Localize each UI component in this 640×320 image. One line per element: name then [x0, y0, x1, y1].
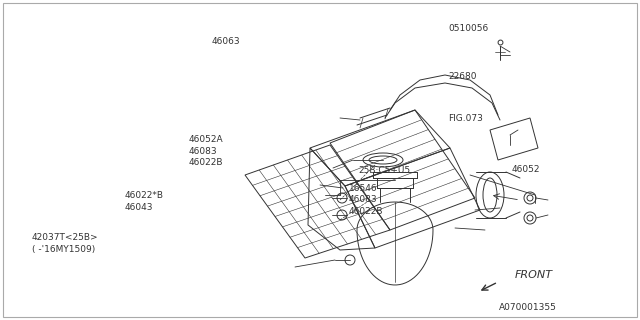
Text: 46063: 46063 [211, 37, 240, 46]
Text: 46022B: 46022B [189, 158, 223, 167]
Text: 46043: 46043 [125, 204, 154, 212]
Text: 16546: 16546 [349, 184, 378, 193]
Text: 46052: 46052 [512, 165, 541, 174]
Text: 22680: 22680 [448, 72, 477, 81]
Text: A070001355: A070001355 [499, 303, 557, 312]
Text: 46083: 46083 [189, 147, 218, 156]
Text: ( -'16MY1509): ( -'16MY1509) [32, 245, 95, 254]
Text: 46083: 46083 [349, 196, 378, 204]
Text: 0510056: 0510056 [448, 24, 488, 33]
Text: FIG.073: FIG.073 [448, 114, 483, 123]
Text: 25B·C5+U5: 25B·C5+U5 [358, 166, 410, 175]
Text: 46022B: 46022B [349, 207, 383, 216]
Text: FRONT: FRONT [515, 270, 553, 280]
Text: 46022*B: 46022*B [125, 191, 164, 200]
Text: 46052A: 46052A [189, 135, 223, 144]
Text: 42037T<25B>: 42037T<25B> [32, 233, 99, 242]
